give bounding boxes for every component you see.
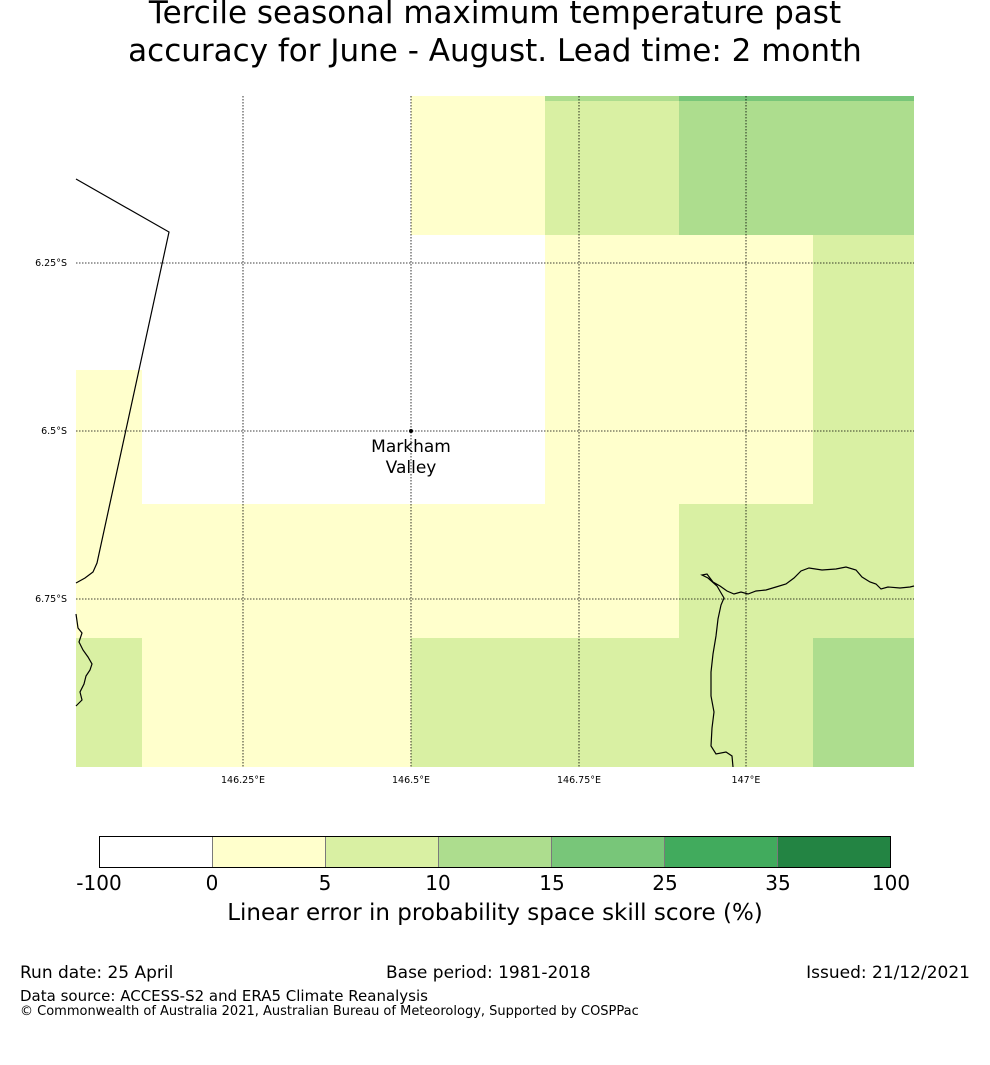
colorbar-tick: 0 — [205, 871, 219, 895]
data-source: Data source: ACCESS-S2 and ERA5 Climate … — [20, 987, 428, 1005]
coastline-east — [700, 566, 915, 768]
colorbar-tick: -100 — [76, 871, 122, 895]
grid-cell — [142, 504, 679, 638]
colorbar-tick: 25 — [652, 871, 678, 895]
colorbar-segment — [665, 837, 778, 867]
copyright-notice: © Commonwealth of Australia 2021, Austra… — [20, 1004, 639, 1019]
grid-cell — [545, 96, 679, 101]
colorbar-tick: 10 — [425, 871, 451, 895]
colorbar-segment — [213, 837, 326, 867]
lon-label: 146.25°E — [221, 775, 265, 786]
grid-cell — [142, 638, 411, 767]
place-label-line-1: Markham — [371, 437, 451, 457]
chart-title: Tercile seasonal maximum temperature pas… — [0, 0, 990, 70]
colorbar-segment — [552, 837, 665, 867]
grid-cell — [142, 370, 411, 504]
colorbar-segment — [326, 837, 439, 867]
lat-label: 6.25°S — [35, 258, 67, 269]
colorbar — [99, 836, 891, 868]
grid-cell — [813, 235, 914, 638]
colorbar-tick: 100 — [871, 871, 911, 895]
lon-label: 146.5°E — [392, 775, 430, 786]
coastlines — [75, 178, 915, 768]
lat-label: 6.5°S — [41, 426, 67, 437]
grid-cell — [411, 235, 545, 504]
grid-cell — [545, 96, 679, 235]
colorbar-tick: 5 — [318, 871, 332, 895]
grid-cell — [76, 370, 142, 638]
colorbar-segment — [100, 837, 213, 867]
coastline-west — [75, 613, 93, 707]
boundary-line — [75, 178, 170, 584]
issued-date: Issued: 21/12/2021 — [806, 963, 970, 983]
grid-cell — [411, 638, 679, 767]
colorbar-label: Linear error in probability space skill … — [227, 900, 763, 926]
base-period: Base period: 1981-2018 — [386, 963, 591, 983]
grid-cell — [76, 638, 142, 767]
place-label-line-2: Valley — [386, 458, 437, 478]
lon-label: 147°E — [732, 775, 761, 786]
colorbar-segment — [439, 837, 552, 867]
grid-cell — [679, 96, 914, 235]
run-date: Run date: 25 April — [20, 963, 174, 983]
grid-cell — [813, 638, 914, 767]
skill-grid — [76, 96, 914, 767]
grid-cell — [76, 96, 411, 370]
grid-cell — [545, 235, 813, 504]
grid-cell — [411, 96, 545, 235]
skill-map: Markham Valley 146.25°E 146.5°E 146.75°E… — [35, 96, 915, 786]
colorbar-tick: 15 — [539, 871, 565, 895]
lon-label: 146.75°E — [557, 775, 601, 786]
title-line-2: accuracy for June - August. Lead time: 2… — [128, 33, 862, 69]
graticule — [76, 96, 914, 767]
title-line-1: Tercile seasonal maximum temperature pas… — [148, 0, 842, 31]
colorbar-tick: 35 — [765, 871, 791, 895]
colorbar-segment — [778, 837, 890, 867]
lat-label: 6.75°S — [35, 594, 67, 605]
markham-valley-marker — [409, 429, 413, 433]
grid-cell — [679, 96, 914, 101]
